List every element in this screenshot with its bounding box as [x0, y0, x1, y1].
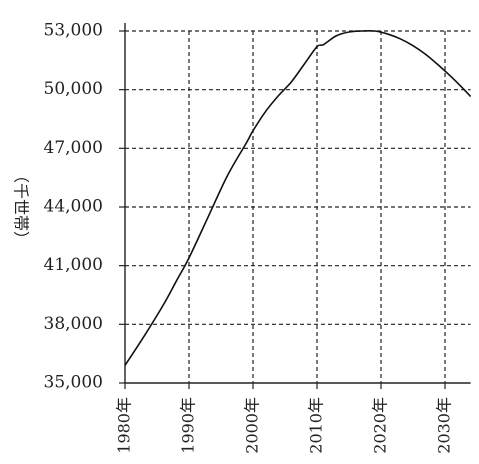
- y-axis-label: （千世帯）: [12, 167, 31, 247]
- series-line: [124, 29, 472, 366]
- y-tick-label: 44,000: [44, 197, 103, 217]
- x-tick-label: 1990年: [179, 397, 198, 454]
- x-tick-label: 2020年: [371, 397, 390, 454]
- x-tick-label: 1980年: [115, 397, 134, 454]
- y-tick-label: 53,000: [44, 21, 103, 41]
- x-tick-label: 2010年: [307, 397, 326, 454]
- x-tick-label: 2030年: [435, 397, 454, 454]
- y-tick-label: 50,000: [44, 79, 103, 99]
- y-tick-label: 41,000: [44, 255, 103, 275]
- y-tick-label: 47,000: [44, 138, 103, 158]
- y-tick-label: 35,000: [44, 373, 103, 393]
- x-tick-label: 2000年: [243, 397, 262, 454]
- y-tick-label: 38,000: [44, 314, 103, 334]
